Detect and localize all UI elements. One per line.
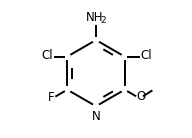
Text: N: N <box>92 110 100 123</box>
Text: NH: NH <box>86 11 103 24</box>
Text: 2: 2 <box>100 16 106 25</box>
Text: O: O <box>137 90 146 103</box>
Text: Cl: Cl <box>141 49 152 62</box>
Text: F: F <box>48 91 55 104</box>
Text: Cl: Cl <box>41 49 53 62</box>
